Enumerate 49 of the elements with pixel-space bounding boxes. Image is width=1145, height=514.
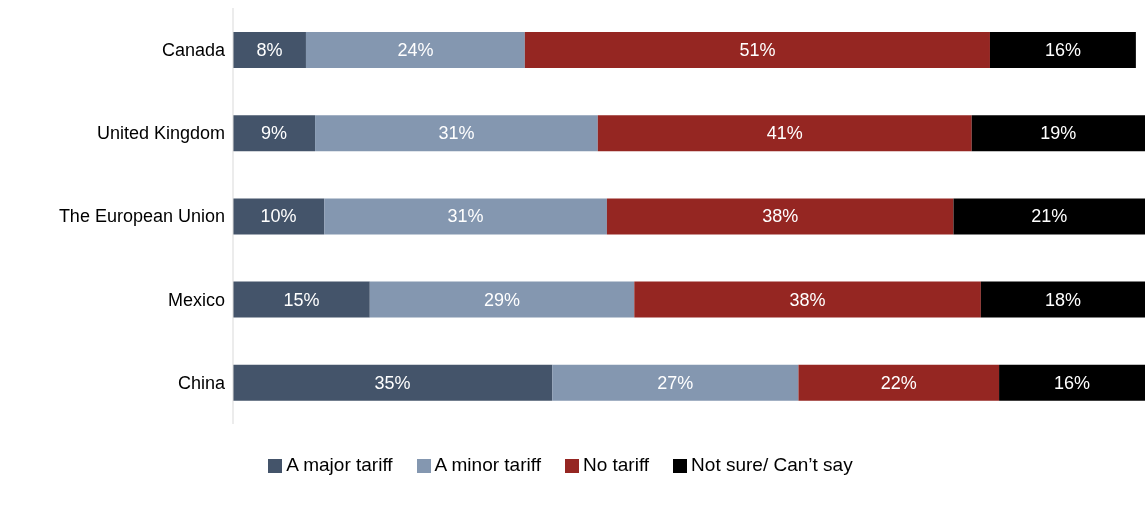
data-label: 38% bbox=[762, 206, 799, 227]
data-label: 27% bbox=[657, 372, 694, 393]
bar bbox=[953, 198, 1145, 235]
bar bbox=[524, 32, 990, 68]
bar bbox=[233, 32, 306, 68]
bar bbox=[597, 115, 972, 152]
y-tick-label: United Kingdom bbox=[96, 123, 225, 144]
bar bbox=[798, 364, 1000, 401]
y-tick-label: The European Union bbox=[58, 206, 225, 227]
data-label: 31% bbox=[438, 123, 475, 144]
data-label: 31% bbox=[447, 206, 484, 227]
legend-label: A minor tariff bbox=[434, 454, 541, 475]
bar bbox=[552, 364, 799, 401]
data-label: 15% bbox=[283, 289, 320, 310]
bar bbox=[324, 198, 607, 235]
legend-label: Not sure/ Can’t say bbox=[691, 454, 853, 475]
data-label: 24% bbox=[397, 40, 434, 60]
bar bbox=[369, 281, 635, 318]
bar bbox=[233, 115, 316, 152]
data-label: 16% bbox=[1054, 372, 1091, 393]
data-label: 38% bbox=[789, 289, 826, 310]
data-label: 10% bbox=[260, 206, 297, 227]
bar bbox=[315, 115, 598, 152]
data-label: 21% bbox=[1031, 206, 1068, 227]
bar bbox=[634, 281, 981, 318]
bar bbox=[233, 364, 553, 401]
bar bbox=[999, 364, 1145, 401]
bar bbox=[980, 281, 1145, 318]
data-label: 16% bbox=[1044, 40, 1081, 60]
legend-label: No tariff bbox=[582, 454, 650, 475]
data-label: 18% bbox=[1044, 289, 1081, 310]
y-tick-label: Mexico bbox=[167, 289, 225, 310]
data-label: 35% bbox=[374, 372, 411, 393]
bar bbox=[305, 32, 525, 68]
bar bbox=[233, 198, 325, 235]
data-label: 51% bbox=[739, 40, 776, 60]
y-tick-label: China bbox=[177, 372, 226, 393]
data-label: 22% bbox=[880, 372, 917, 393]
data-label: 41% bbox=[766, 123, 803, 144]
bar bbox=[989, 32, 1136, 68]
data-label: 29% bbox=[484, 289, 521, 310]
bar bbox=[606, 198, 954, 235]
data-label: 19% bbox=[1040, 123, 1077, 144]
legend-label: A major tariff bbox=[286, 454, 393, 475]
bar bbox=[233, 281, 370, 318]
data-label: 8% bbox=[256, 40, 283, 60]
bar bbox=[971, 115, 1145, 152]
data-label: 9% bbox=[261, 123, 288, 144]
y-tick-label: Canada bbox=[161, 39, 226, 60]
